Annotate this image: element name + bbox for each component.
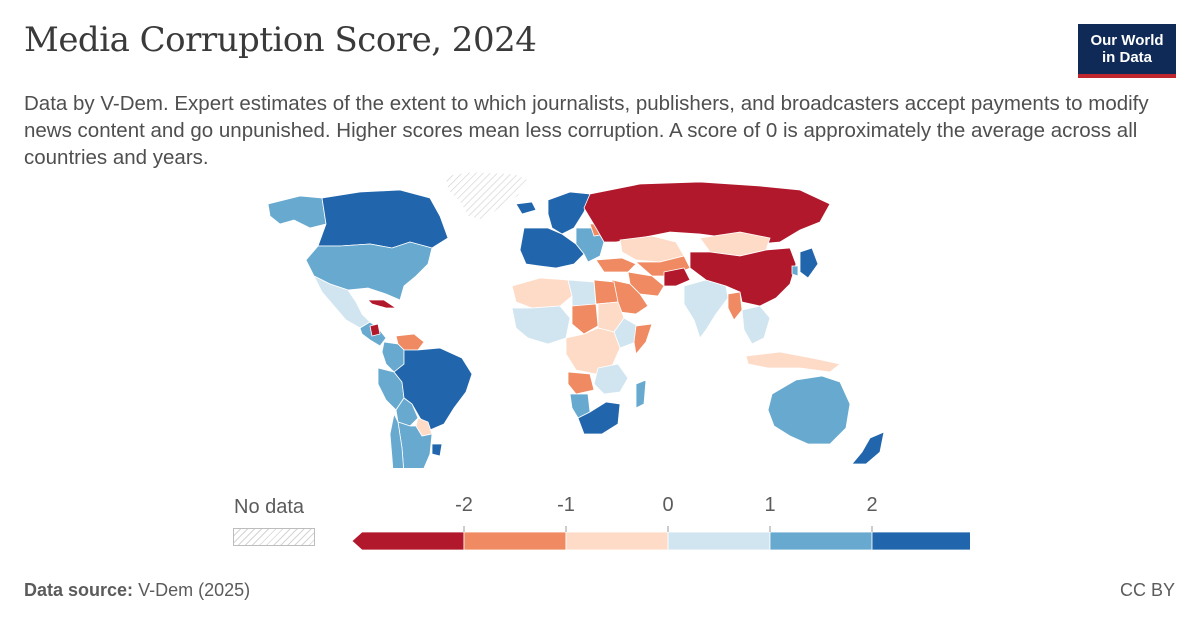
logo-line-1: Our World xyxy=(1090,32,1164,49)
logo-line-2: in Data xyxy=(1101,49,1152,66)
region-australia[interactable] xyxy=(767,375,851,445)
legend-tick-label: -2 xyxy=(455,494,473,516)
legend-tick-label: 0 xyxy=(662,494,674,516)
region-japan[interactable] xyxy=(799,247,819,279)
legend-bin-5[interactable] xyxy=(871,531,970,551)
legend-bin-3[interactable] xyxy=(667,531,771,551)
data-source-value: V-Dem (2025) xyxy=(138,580,251,600)
no-data-label: No data xyxy=(234,496,305,518)
region-cuba[interactable] xyxy=(367,299,398,309)
region-china[interactable] xyxy=(689,247,797,307)
no-data-swatch[interactable] xyxy=(233,528,315,546)
region-libya[interactable] xyxy=(567,279,597,307)
chart-subtitle: Data by V-Dem. Expert estimates of the e… xyxy=(24,92,1149,169)
region-alaska[interactable] xyxy=(267,195,327,229)
legend-tick-label: 1 xyxy=(764,494,776,516)
region-turkey[interactable] xyxy=(595,257,637,273)
region-argentina[interactable] xyxy=(397,421,433,468)
region-egypt[interactable] xyxy=(593,279,619,305)
region-indonesia[interactable] xyxy=(745,351,841,373)
region-nicaragua[interactable] xyxy=(369,323,381,337)
world-map[interactable] xyxy=(0,168,1200,468)
region-scandinavia[interactable] xyxy=(547,191,591,235)
region-south-korea[interactable] xyxy=(791,265,799,277)
region-brazil[interactable] xyxy=(393,347,473,431)
region-somalia[interactable] xyxy=(633,323,653,355)
region-north-africa[interactable] xyxy=(511,277,573,309)
region-east-africa[interactable] xyxy=(593,363,629,395)
legend-bin-1[interactable] xyxy=(463,531,567,551)
region-south-africa[interactable] xyxy=(577,401,621,435)
legend-bin-4[interactable] xyxy=(769,531,873,551)
data-source-label: Data source: xyxy=(24,580,134,600)
region-central-africa[interactable] xyxy=(565,327,621,375)
region-india[interactable] xyxy=(683,279,729,339)
data-source[interactable]: Data source: V-Dem (2025) xyxy=(24,580,250,601)
region-iceland[interactable] xyxy=(515,201,537,215)
region-greenland[interactable] xyxy=(444,171,529,221)
region-myanmar[interactable] xyxy=(727,291,743,321)
region-russia[interactable] xyxy=(583,181,831,245)
region-afghanistan[interactable] xyxy=(663,267,691,287)
owid-logo[interactable]: Our World in Data xyxy=(1078,24,1176,78)
region-chile[interactable] xyxy=(389,412,412,468)
license-label[interactable]: CC BY xyxy=(1119,580,1175,600)
region-southeast-asia[interactable] xyxy=(741,305,771,345)
region-new-zealand[interactable] xyxy=(851,431,885,465)
color-scale-legend: -2 -1 0 1 2 xyxy=(348,494,970,554)
legend-tick-label: 2 xyxy=(866,494,878,516)
region-madagascar[interactable] xyxy=(635,379,647,409)
region-uruguay[interactable] xyxy=(431,443,443,457)
legend-bin-0[interactable] xyxy=(351,531,465,551)
region-west-africa[interactable] xyxy=(511,305,571,345)
region-canada[interactable] xyxy=(317,189,449,249)
chart-title: Media Corruption Score, 2024 xyxy=(24,20,537,60)
legend-tick-label: -1 xyxy=(557,494,575,516)
region-chad[interactable] xyxy=(571,303,599,335)
region-western-europe[interactable] xyxy=(519,227,585,269)
region-angola[interactable] xyxy=(567,371,595,395)
legend-bin-2[interactable] xyxy=(565,531,669,551)
